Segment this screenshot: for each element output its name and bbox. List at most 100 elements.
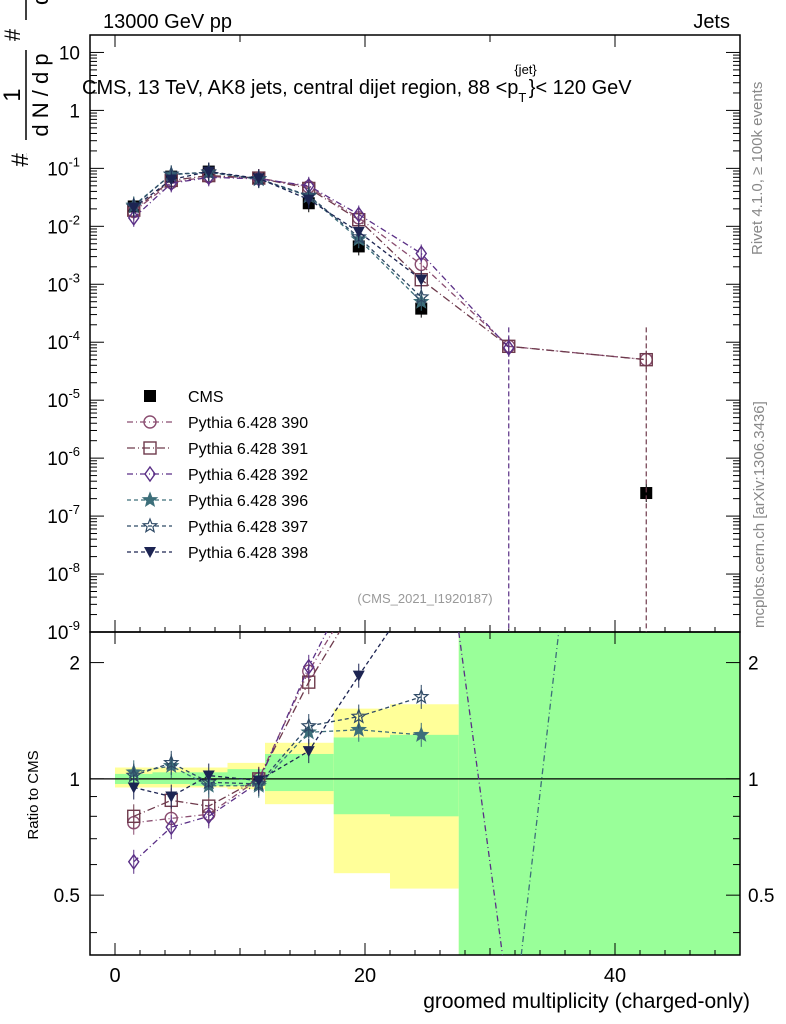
marker-diamond-open (127, 853, 140, 871)
legend-entry: Pythia 6.428 397 (127, 517, 308, 536)
svg-text:d N / d p: d N / d p (28, 53, 53, 136)
legend-entry: Pythia 6.428 398 (127, 545, 308, 562)
marker-diamond-open (302, 658, 315, 676)
marker-circle-open (143, 415, 157, 429)
ratio-y-tick-label: 1 (69, 770, 80, 791)
analysis-id: (CMS_2021_I1920187) (357, 591, 492, 606)
marker-triangle-down (415, 274, 428, 286)
stat-band (333, 737, 390, 815)
marker-star (300, 717, 317, 734)
marker-triangle-down (202, 166, 215, 178)
ratio-tail-line (458, 632, 504, 955)
legend-label: Pythia 6.428 391 (188, 441, 308, 458)
legend-entry: Pythia 6.428 392 (127, 465, 308, 484)
ratio-y-tick-label-right: 1 (748, 770, 759, 791)
series-line (133, 175, 647, 361)
legend-entry: Pythia 6.428 396 (127, 491, 308, 510)
marker-triangle-down (252, 775, 265, 787)
y-tick-label: 10-7 (47, 502, 80, 528)
legend-entry: CMS (144, 389, 224, 406)
main-frame (89, 34, 741, 633)
svg-text:#: # (0, 28, 25, 41)
x-axis-label: groomed multiplicity (charged-only) (423, 990, 750, 1013)
marker-star (162, 754, 180, 770)
y-tick-label: 10-6 (47, 444, 80, 470)
plot-title-sub: T (518, 90, 526, 105)
legend-label: Pythia 6.428 398 (188, 545, 308, 562)
marker-star (141, 517, 159, 534)
header-left: 13000 GeV pp (103, 11, 232, 33)
legend-label: Pythia 6.428 396 (188, 493, 308, 510)
marker-diamond-open (144, 465, 156, 483)
marker-diamond-open (352, 206, 365, 223)
y-axis-label-main: # 1/N dN/dp_T dλ 1 d N / d p # d²N d p d… (0, 0, 53, 167)
legend-label: Pythia 6.428 392 (188, 467, 308, 484)
marker-star (413, 288, 430, 305)
svg-text:1: 1 (0, 88, 26, 101)
series-line (133, 174, 647, 361)
marker-triangle-down (302, 194, 315, 206)
ratio-bands (115, 632, 740, 955)
mcplots-label: mcplots.cern.ch [arXiv:1306.3436] (751, 401, 768, 628)
ratio-series (125, 632, 560, 955)
y-axis-label-ratio: Ratio to CMS (25, 750, 42, 839)
ratio-y-tick-label-right: 0.5 (748, 886, 774, 907)
svg-text:1/N dN/dp_T dλ: 1/N dN/dp_T dλ (26, 153, 28, 160)
x-tick-label: 0 (109, 965, 120, 987)
marker-star (413, 726, 430, 742)
marker-triangle-down (165, 791, 178, 803)
marker-triangle-down (202, 770, 215, 782)
stat-band (265, 753, 334, 792)
marker-diamond-open (415, 245, 428, 262)
legend-entry: Pythia 6.428 390 (127, 415, 308, 432)
marker-triangle-down (252, 173, 265, 185)
svg-text:d p dλ: d p dλ (28, 0, 53, 5)
y-tick-label: 10 (59, 43, 80, 64)
main-series (125, 162, 653, 632)
marker-square (640, 487, 653, 500)
marker-triangle-down (144, 547, 156, 558)
y-tick-label: 10-3 (47, 270, 80, 296)
y-tick-label: 10-2 (47, 212, 80, 238)
ratio-y-tick-label: 2 (69, 654, 80, 675)
legend: CMS Pythia 6.428 390 Pythia 6.428 391 Pythi… (127, 389, 308, 562)
legend-entry: Pythia 6.428 391 (127, 441, 308, 458)
legend-label: CMS (188, 389, 224, 406)
marker-triangle-down (165, 174, 178, 186)
header-right: Jets (693, 11, 730, 33)
marker-diamond-open (202, 808, 215, 825)
plot-title: CMS, 13 TeV, AK8 jets, central dijet reg… (82, 62, 632, 105)
marker-star (350, 707, 367, 724)
stat-band (152, 772, 190, 784)
y-tick-label: 10-9 (47, 618, 80, 644)
legend-label: Pythia 6.428 397 (188, 519, 308, 536)
marker-square-open (143, 441, 157, 455)
stat-band (390, 734, 459, 817)
marker-triangle-down (302, 746, 315, 758)
plot-title-end: }< 120 GeV (529, 77, 633, 99)
marker-star (412, 688, 430, 704)
marker-triangle-down (127, 202, 140, 214)
rivet-label: Rivet 4.1.0, ≥ 100k events (749, 82, 766, 255)
ratio-y-tick-label: 0.5 (54, 886, 80, 907)
stat-band (458, 632, 740, 955)
series-line (133, 176, 510, 349)
axes: 0 20 40 10-9 10-8 10-7 10-6 10-5 10-4 10-3 10-2 10-… (47, 34, 774, 987)
y-tick-label: 10-1 (47, 154, 80, 180)
svg-text:#: # (7, 153, 34, 167)
x-tick-label: 40 (604, 965, 626, 987)
y-tick-label: 10-5 (47, 386, 80, 412)
legend-label: Pythia 6.428 390 (188, 415, 308, 432)
plot-title-sup: {jet} (514, 62, 537, 77)
marker-diamond-open (165, 818, 178, 836)
y-tick-label: 1 (69, 101, 80, 122)
series-line (133, 170, 422, 281)
x-tick-label: 20 (354, 965, 376, 987)
series-line (133, 171, 422, 303)
marker-triangle-down (352, 226, 365, 238)
series-line (133, 171, 422, 298)
marker-triangle-down (127, 782, 140, 794)
ratio-y-tick-label-right: 2 (748, 654, 759, 675)
marker-square-open (127, 809, 141, 824)
